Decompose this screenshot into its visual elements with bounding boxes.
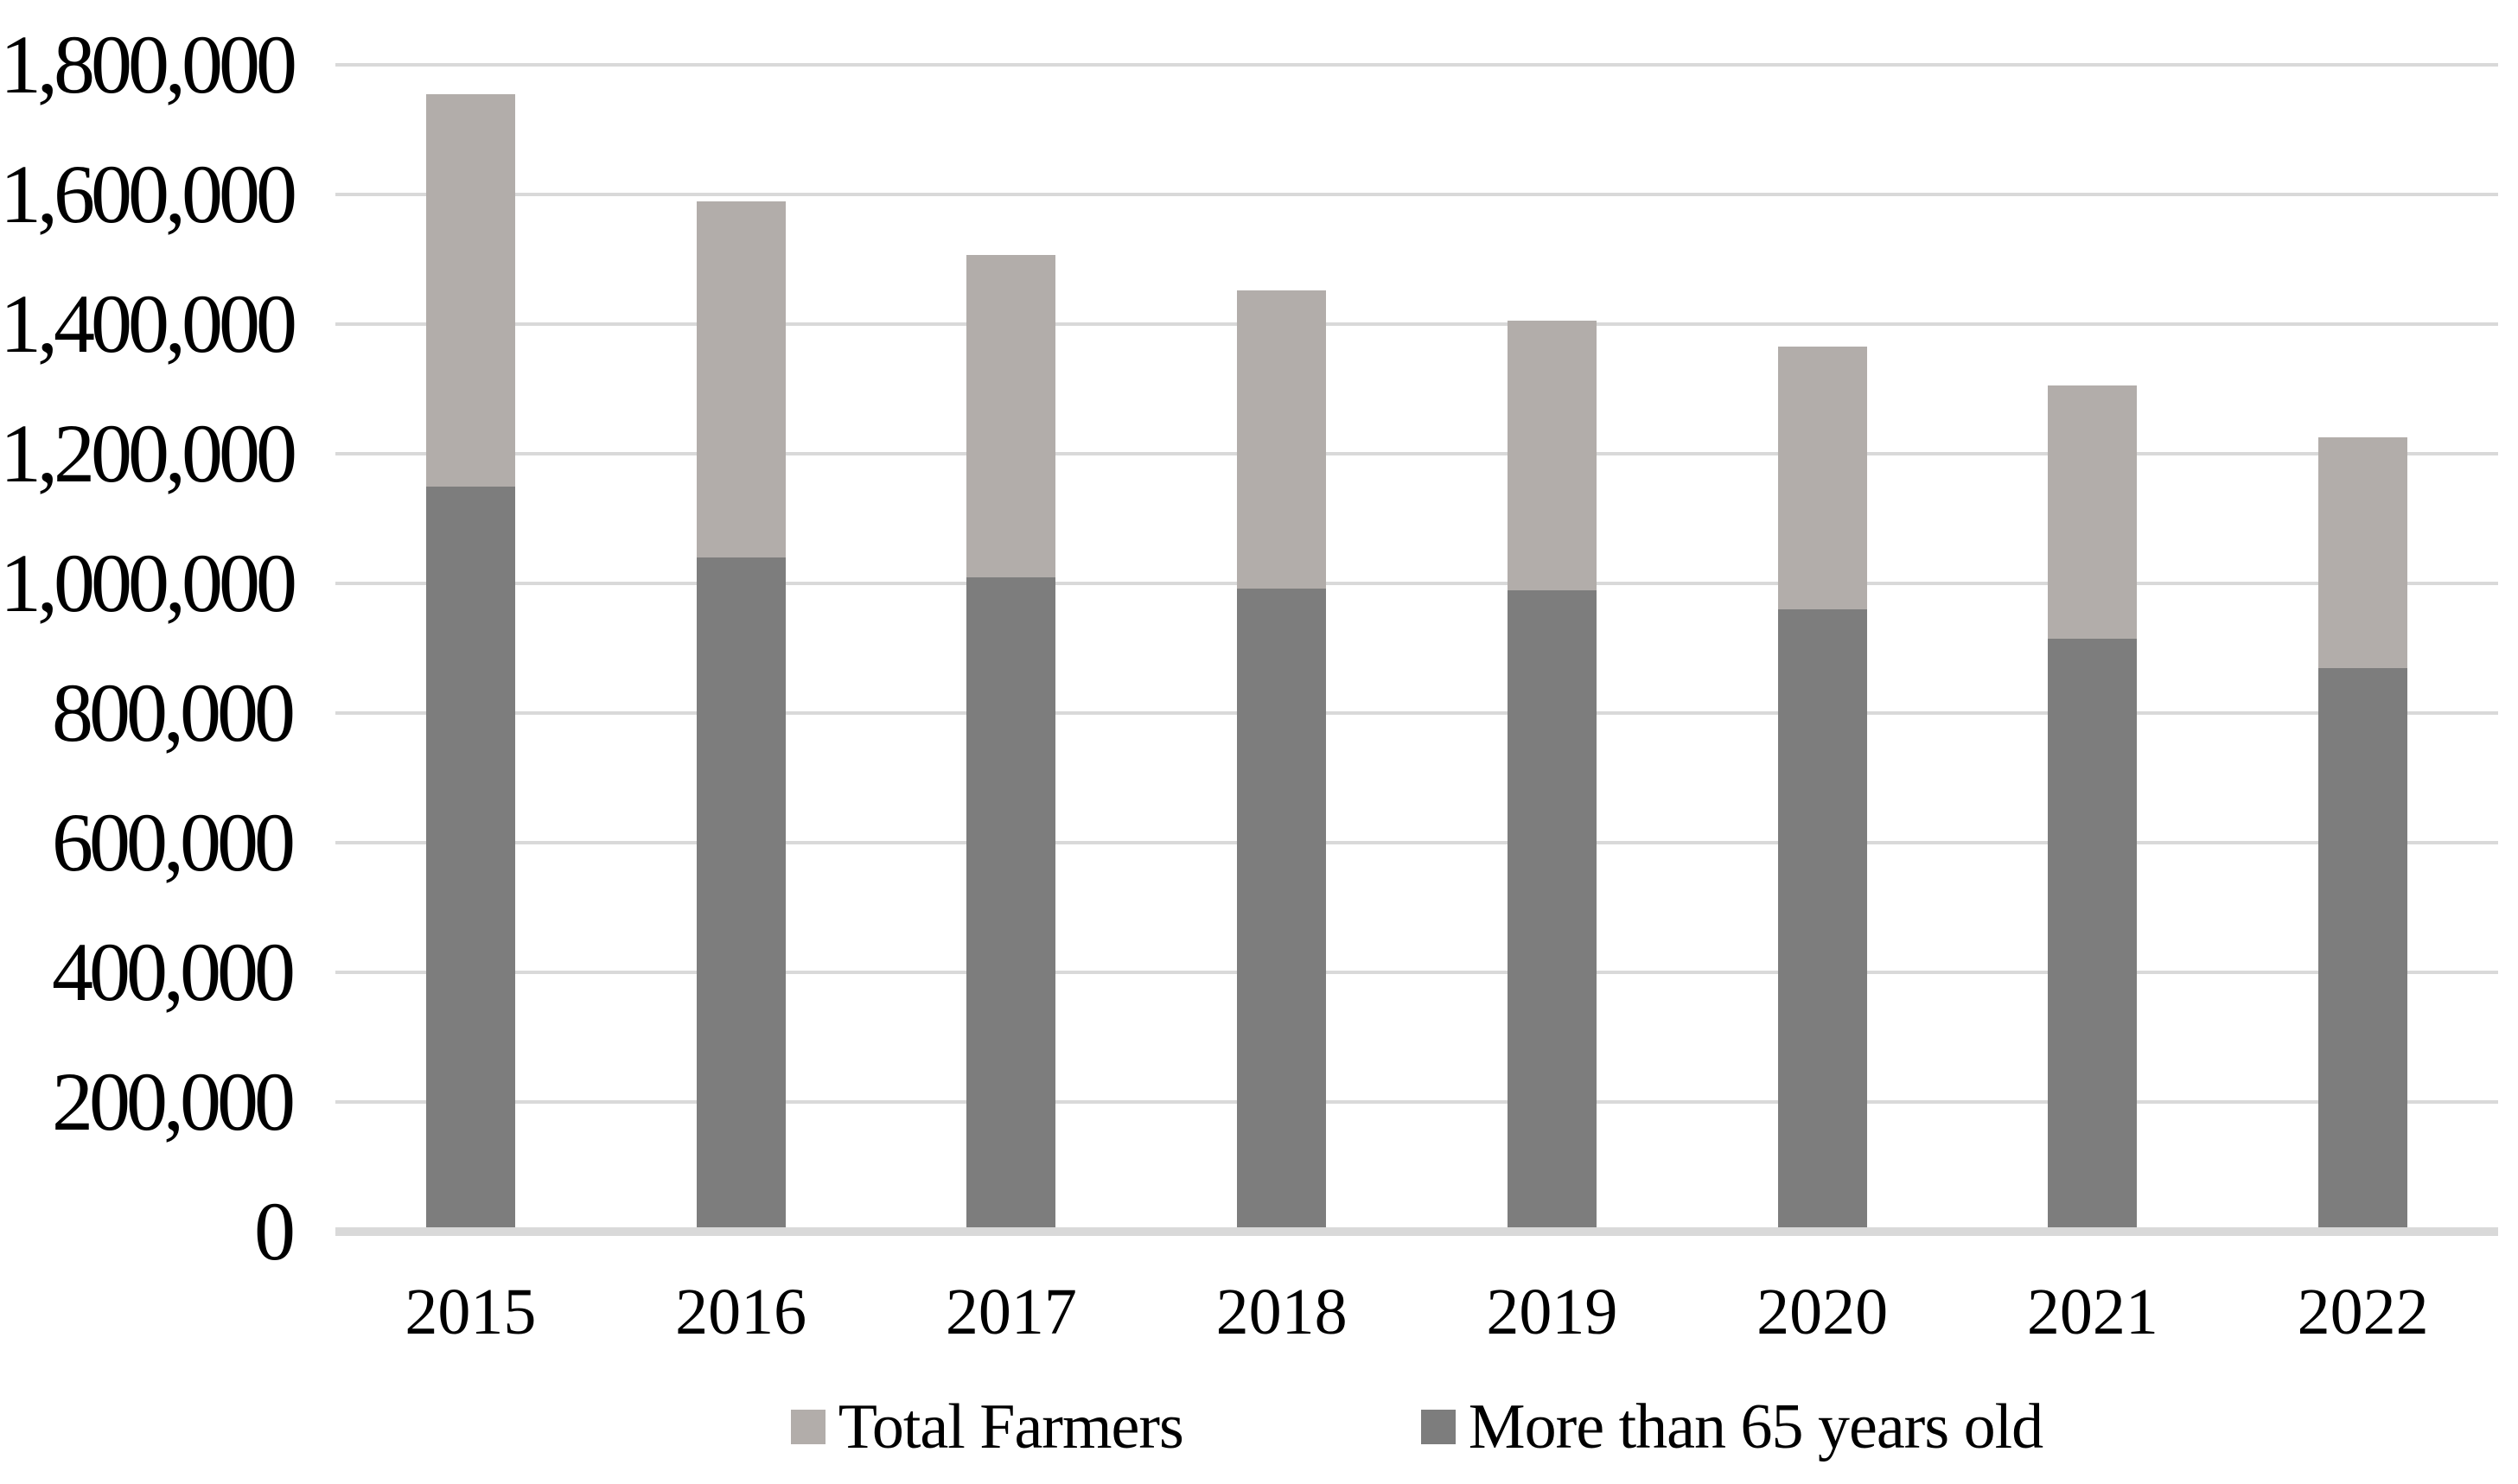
x-axis: 2015 2016 2017 2018 2019 2020 2021 2022	[335, 1277, 2498, 1355]
y-axis-tick-label: 800,000	[52, 666, 296, 759]
gridline	[335, 841, 2498, 844]
x-axis-label-2018: 2018	[1215, 1276, 1348, 1348]
bar-more-than-65-years-old-2015	[425, 486, 515, 1232]
bar-more-than-65-years-old-2018	[1237, 589, 1327, 1232]
legend-swatch-more-than-65	[1420, 1410, 1456, 1444]
y-axis-tick-label: 600,000	[52, 796, 296, 888]
gridline	[335, 1100, 2498, 1104]
legend-swatch-total-farmers	[790, 1410, 826, 1444]
legend: Total Farmers More than 65 years old	[335, 1388, 2498, 1466]
y-axis-tick-label: 400,000	[52, 926, 296, 1018]
y-axis-tick-label: 1,600,000	[0, 148, 297, 240]
bar-more-than-65-years-old-2021	[2048, 638, 2138, 1232]
x-axis-label-2021: 2021	[2026, 1276, 2158, 1348]
x-axis-label-2019: 2019	[1486, 1276, 1618, 1348]
plot-area	[335, 0, 2498, 1484]
bar-more-than-65-years-old-2017	[966, 577, 1056, 1232]
gridline	[335, 63, 2498, 67]
y-axis-tick-label: 1,800,000	[0, 18, 297, 111]
bar-more-than-65-years-old-2016	[696, 557, 786, 1232]
y-axis-tick-label: 0	[254, 1185, 296, 1277]
bar-more-than-65-years-old-2019	[1507, 589, 1597, 1232]
legend-label-total-farmers: Total Farmers	[838, 1392, 1184, 1462]
legend-label-more-than-65: More than 65 years old	[1468, 1392, 2043, 1462]
y-axis-tick-label: 1,400,000	[0, 277, 297, 370]
x-axis-label-2017: 2017	[945, 1276, 1077, 1348]
gridline	[335, 582, 2498, 585]
gridline	[335, 971, 2498, 974]
y-axis-tick-label: 1,200,000	[0, 407, 297, 500]
x-axis-label-2022: 2022	[2297, 1276, 2429, 1348]
bar-more-than-65-years-old-2020	[1777, 609, 1867, 1232]
bar-more-than-65-years-old-2022	[2318, 667, 2408, 1232]
gridline	[335, 711, 2498, 715]
x-axis-label-2016: 2016	[675, 1276, 807, 1348]
legend-item-total-farmers: Total Farmers	[790, 1392, 1184, 1462]
x-axis-label-2020: 2020	[1756, 1276, 1889, 1348]
x-axis-baseline	[335, 1227, 2498, 1236]
legend-item-more-than-65: More than 65 years old	[1420, 1392, 2043, 1462]
y-axis-tick-label: 1,000,000	[0, 537, 297, 629]
y-axis: 0 200,000 400,000 600,000 800,000 1,000,000 1,…	[0, 0, 297, 1484]
x-axis-label-2015: 2015	[405, 1276, 537, 1348]
gridline	[335, 452, 2498, 455]
gridline	[335, 193, 2498, 196]
y-axis-tick-label: 200,000	[52, 1055, 296, 1148]
gridline	[335, 322, 2498, 326]
